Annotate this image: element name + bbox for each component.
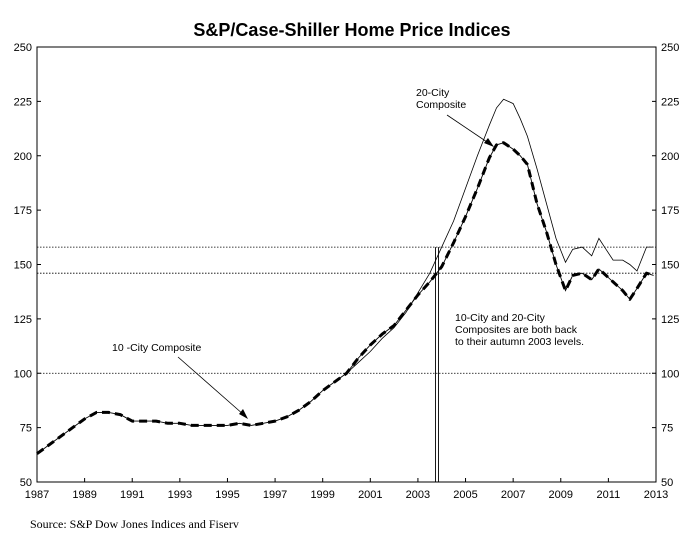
y-tick-label-left: 50 [20, 477, 32, 489]
x-tick-label: 1997 [263, 489, 287, 501]
y-tick-label-right: 175 [661, 205, 679, 217]
y-tick-label-right: 150 [661, 260, 679, 272]
y-tick-label-left: 75 [20, 423, 32, 435]
label-20city-line2: Composite [416, 99, 466, 111]
arrow-10city [177, 356, 245, 416]
y-axis-right: 50 75 100 125 150 175 200 225 250 [652, 42, 679, 489]
series-lines [36, 98, 655, 455]
chart-title: S&P/Case-Shiller Home Price Indices [193, 20, 510, 40]
y-tick-label-left: 175 [14, 205, 32, 217]
y-tick-label-right: 200 [661, 151, 679, 163]
x-tick-label: 2003 [406, 489, 430, 501]
y-axis-left: 50 75 100 125 150 175 200 225 250 [14, 42, 41, 489]
x-tick-label: 2009 [549, 489, 573, 501]
source-note: Source: S&P Dow Jones Indices and Fiserv [30, 517, 239, 531]
y-tick-label-right: 225 [661, 96, 679, 108]
x-tick-label: 2005 [453, 489, 477, 501]
y-tick-label-left: 225 [14, 96, 32, 108]
annotations: 20-City Composite 10 -City Composite 10-… [112, 87, 584, 419]
arrow-20city [446, 114, 491, 145]
x-tick-label: 2001 [358, 489, 382, 501]
y-tick-label-right: 75 [661, 423, 673, 435]
y-tick-label-right: 50 [661, 477, 673, 489]
y-tick-label-left: 125 [14, 314, 32, 326]
series-line-10city [36, 141, 655, 455]
x-tick-label: 2013 [644, 489, 668, 501]
arrow-10city-head [239, 409, 248, 419]
y-tick-label-right: 250 [661, 42, 679, 54]
note-line2: Composites are both back [455, 324, 578, 336]
marker-lines [435, 247, 439, 482]
arrow-20city-head [484, 138, 494, 147]
y-tick-label-left: 200 [14, 151, 32, 163]
note-line1: 10-City and 20-City [455, 312, 546, 324]
label-20city-line1: 20-City [416, 87, 450, 99]
x-tick-label: 1989 [72, 489, 96, 501]
x-tick-label: 1987 [25, 489, 49, 501]
plot-frame [36, 46, 657, 483]
note-line3: to their autumn 2003 levels. [455, 336, 584, 348]
y-tick-label-left: 250 [14, 42, 32, 54]
reference-lines [37, 246, 656, 374]
x-tick-label: 2007 [501, 489, 525, 501]
series-line-10city-underlay [36, 142, 654, 455]
x-tick-label: 1993 [168, 489, 192, 501]
x-tick-label: 1995 [215, 489, 239, 501]
y-tick-label-right: 100 [661, 368, 679, 380]
x-axis: 1987 1989 1991 1993 1995 1997 1999 2001 2003 2005… [25, 478, 668, 501]
y-tick-label-left: 150 [14, 260, 32, 272]
y-tick-label-left: 100 [14, 368, 32, 380]
y-tick-label-right: 125 [661, 314, 679, 326]
x-tick-label: 2011 [597, 489, 621, 501]
x-tick-label: 1999 [310, 489, 334, 501]
x-tick-label: 1991 [120, 489, 144, 501]
label-10city: 10 -City Composite [112, 342, 201, 354]
